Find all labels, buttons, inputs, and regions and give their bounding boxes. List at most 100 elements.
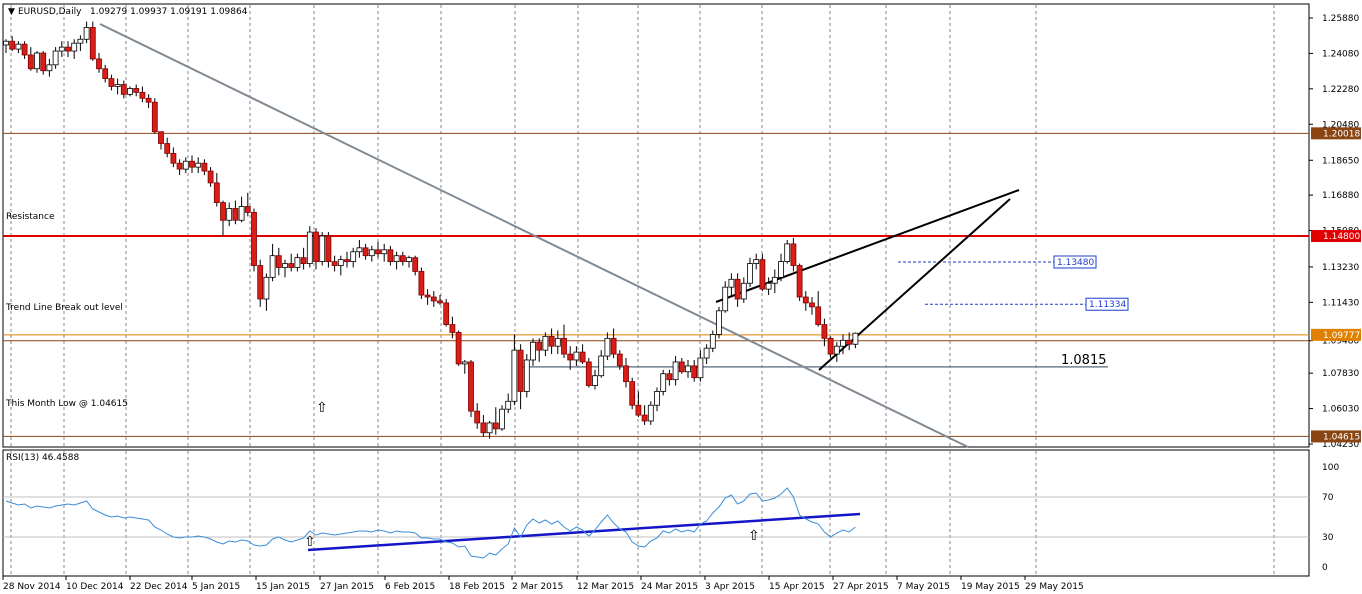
candle-body: [846, 339, 853, 345]
trend-break-label: Trend Line Break out level: [5, 303, 123, 313]
candle-body: [176, 162, 183, 170]
candle-body: [102, 68, 109, 80]
candle-body: [517, 349, 524, 392]
candle-body: [691, 365, 698, 379]
candle-body: [189, 160, 195, 168]
rsi-series: [5, 487, 856, 559]
candle-body: [697, 357, 704, 379]
candle-body: [393, 255, 400, 262]
month-low-label: This Month Low @ 1.04615: [5, 399, 128, 409]
date-tick-label: 5 Jan 2015: [192, 582, 240, 592]
candle-body: [833, 345, 840, 355]
price-box-label: 1.20018: [1323, 129, 1360, 139]
level-1-0815-label: 1.0815: [1061, 353, 1107, 368]
rsi-tick-label: 30: [1322, 533, 1334, 543]
candle-body: [505, 400, 512, 410]
candle-body: [480, 422, 487, 434]
candle-body: [449, 324, 456, 333]
candle-body: [468, 361, 474, 412]
candle-body: [294, 257, 301, 268]
candle-body: [151, 101, 158, 133]
candle-body: [585, 361, 592, 386]
candle-body: [220, 202, 226, 221]
candle-body: [455, 332, 462, 365]
price-tick-label: 1.20480: [1322, 120, 1359, 130]
candle-body: [158, 131, 164, 144]
dropdown-triangle-icon[interactable]: ▼: [8, 7, 15, 17]
candle-body: [114, 84, 121, 87]
candle-body: [796, 265, 803, 298]
candle-body: [46, 64, 53, 72]
date-tick-label: 2 Mar 2015: [512, 582, 563, 592]
candle-body: [251, 212, 257, 266]
candle-body: [592, 375, 598, 386]
price-box-label: 1.14800: [1323, 232, 1360, 242]
candle-body: [790, 243, 797, 266]
candle-body: [635, 404, 642, 416]
candle-body: [604, 337, 611, 357]
candle-body: [21, 43, 28, 56]
candle-body: [257, 265, 264, 300]
candle-body: [381, 249, 388, 255]
rsi-tick-label: 100: [1322, 463, 1339, 473]
candle-body: [406, 257, 412, 262]
candle-body: [96, 58, 102, 70]
candle-body: [232, 208, 239, 221]
candle-body: [15, 43, 22, 50]
candle-body: [802, 296, 809, 304]
candle-body: [554, 337, 561, 347]
candle-body: [387, 249, 394, 262]
candle-body: [238, 206, 245, 221]
callout-box: [1053, 255, 1097, 269]
candle-body: [213, 182, 220, 203]
candle-body: [207, 170, 214, 184]
candle-body: [300, 257, 307, 264]
candle-body: [542, 335, 549, 351]
date-tick-label: 27 Jan 2015: [320, 582, 374, 592]
candle-body: [368, 249, 375, 257]
candle-body: [759, 259, 766, 290]
candle-body: [182, 160, 189, 170]
date-tick-label: 18 Feb 2015: [449, 582, 505, 592]
candle-body: [27, 54, 34, 70]
rsi-title: RSI(13) 46.4588: [6, 453, 79, 463]
candle-body: [3, 40, 9, 46]
candle-body: [269, 255, 276, 278]
candle-body: [399, 255, 406, 262]
price-tick-label: 1.16880: [1322, 191, 1359, 201]
candle-body: [89, 27, 96, 60]
candle-body: [127, 88, 133, 95]
candle-body: [703, 347, 710, 359]
candle-body: [747, 263, 753, 284]
ohlc-readout: 1.09279 1.09937 1.09191 1.09864: [90, 7, 248, 17]
date-tick-label: 27 Apr 2015: [833, 582, 889, 592]
price-box: [1311, 127, 1361, 140]
price-tick-label: 1.11430: [1322, 298, 1359, 308]
candle-body: [840, 339, 846, 347]
candle-body: [579, 351, 586, 363]
candle-body: [573, 351, 580, 361]
candle-body: [623, 365, 629, 383]
up-arrow-icon: ⇧: [316, 400, 328, 416]
candle-body: [629, 381, 636, 406]
price-box-label: 1.09777: [1323, 331, 1360, 341]
candle-body: [40, 52, 47, 72]
candle-body: [9, 40, 16, 50]
candle-body: [678, 361, 685, 373]
candle-body: [170, 152, 177, 164]
candle-body: [65, 46, 71, 52]
date-tick-label: 7 May 2015: [897, 582, 950, 592]
date-tick-label: 19 May 2015: [961, 582, 1020, 592]
date-axis: 28 Nov 2014 10 Dec 2014 22 Dec 2014 5 Jan 2…: [2, 576, 1084, 592]
candle-body: [362, 247, 369, 257]
candle-body: [108, 78, 115, 87]
candle-body: [536, 341, 543, 351]
candle-body: [139, 91, 146, 99]
date-tick-label: 29 May 2015: [1025, 582, 1084, 592]
price-tick-label: 1.04230: [1322, 440, 1359, 450]
candle-body: [716, 310, 722, 335]
candlesticks: [3, 21, 859, 439]
callout-box: [1085, 297, 1129, 311]
candle-body: [375, 249, 381, 255]
rsi-tick-label: 70: [1322, 493, 1334, 503]
